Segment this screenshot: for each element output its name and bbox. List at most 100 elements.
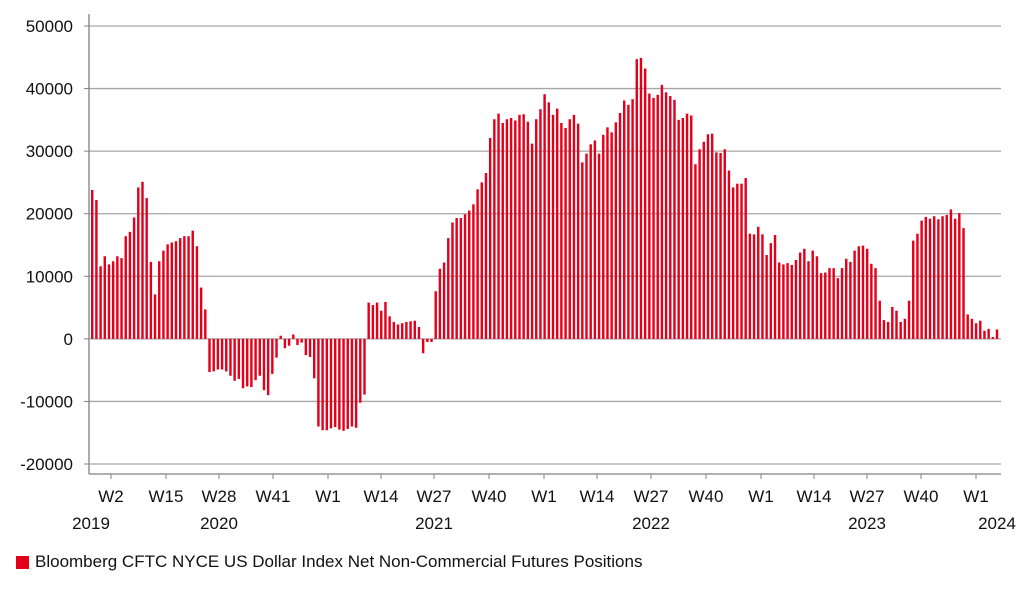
bar xyxy=(974,323,978,339)
bar xyxy=(899,321,902,339)
bar xyxy=(95,199,98,339)
bar xyxy=(690,115,693,339)
bar xyxy=(681,117,685,339)
bar xyxy=(777,262,781,339)
bar xyxy=(430,338,433,342)
bar xyxy=(920,220,923,339)
bar xyxy=(623,100,626,339)
bar xyxy=(367,302,370,339)
y-tick-label: 0 xyxy=(64,330,73,349)
x-year-labels: 2019 2020 2021 2022 2023 2024 xyxy=(72,514,1016,533)
bar xyxy=(220,338,224,370)
y-tick-label: 50000 xyxy=(26,17,73,36)
bar xyxy=(853,250,856,339)
bar-chart: 50000 40000 30000 20000 10000 0 -10000 -20000 W… xyxy=(20,14,1016,533)
x-year-label: 2022 xyxy=(632,514,670,533)
bar xyxy=(183,236,186,339)
x-tick-label: W40 xyxy=(689,487,724,506)
bar xyxy=(932,216,936,339)
bar xyxy=(350,338,354,427)
bar xyxy=(828,268,831,339)
bar xyxy=(262,338,266,391)
bar xyxy=(660,84,664,339)
bar xyxy=(966,314,969,339)
bar xyxy=(589,144,592,339)
bar xyxy=(861,245,865,339)
bar xyxy=(807,261,810,339)
x-tick-label: W14 xyxy=(797,487,832,506)
bar xyxy=(149,261,153,339)
bar xyxy=(375,302,379,339)
bar xyxy=(342,338,345,431)
bar xyxy=(526,121,530,339)
bar xyxy=(995,329,999,339)
bar xyxy=(849,261,852,339)
bar xyxy=(761,234,764,339)
bar xyxy=(656,94,659,339)
bar xyxy=(191,230,194,339)
bar xyxy=(769,243,773,339)
bar xyxy=(518,114,521,339)
bar xyxy=(195,246,199,339)
bar xyxy=(597,153,601,339)
bar xyxy=(643,68,647,339)
bar xyxy=(162,250,165,339)
bar xyxy=(258,338,261,376)
bar xyxy=(907,300,911,339)
bar xyxy=(962,228,965,339)
bar xyxy=(354,338,358,428)
bar xyxy=(137,187,140,339)
bar xyxy=(568,119,571,339)
bar xyxy=(606,127,609,339)
bar xyxy=(283,338,287,349)
bar xyxy=(514,120,517,339)
bar xyxy=(912,240,915,339)
y-tick-labels: 50000 40000 30000 20000 10000 0 -10000 -20000 xyxy=(20,17,73,474)
bar xyxy=(380,310,383,339)
bar xyxy=(970,318,974,339)
bar xyxy=(535,119,538,339)
bar xyxy=(405,321,408,339)
bar xyxy=(438,268,442,339)
x-tick-label: W27 xyxy=(417,487,452,506)
bar xyxy=(317,338,320,427)
bar xyxy=(757,226,760,339)
x-tick-label: W27 xyxy=(634,487,669,506)
bar xyxy=(488,138,492,339)
bar xyxy=(731,187,735,339)
bar xyxy=(614,122,618,339)
bar xyxy=(710,133,714,339)
bar xyxy=(371,305,375,339)
bar xyxy=(497,113,500,339)
bar xyxy=(522,114,525,339)
bar xyxy=(447,238,450,339)
x-tick-label: W14 xyxy=(580,487,615,506)
bar xyxy=(669,96,672,339)
x-tick-label: W1 xyxy=(315,487,341,506)
bar xyxy=(987,328,990,339)
bar xyxy=(459,218,463,339)
bar xyxy=(631,99,634,339)
bar xyxy=(819,273,823,339)
bar xyxy=(891,306,894,339)
bar xyxy=(237,338,241,379)
bar xyxy=(111,261,115,339)
x-tick-label: W14 xyxy=(364,487,399,506)
bar xyxy=(736,183,739,339)
bar xyxy=(958,213,961,339)
bar xyxy=(581,162,584,339)
bar xyxy=(388,316,391,339)
bar xyxy=(572,114,576,339)
bar xyxy=(845,258,848,339)
bar xyxy=(945,214,948,339)
bar xyxy=(903,318,907,339)
bar xyxy=(250,338,253,388)
bar xyxy=(694,164,697,339)
legend-label: Bloomberg CFTC NYCE US Dollar Index Net … xyxy=(35,552,643,571)
bar xyxy=(455,218,458,339)
bar xyxy=(740,183,743,339)
x-year-label: 2020 xyxy=(200,514,238,533)
x-tick-label: W1 xyxy=(748,487,774,506)
bar xyxy=(547,102,551,339)
bar xyxy=(463,214,467,339)
